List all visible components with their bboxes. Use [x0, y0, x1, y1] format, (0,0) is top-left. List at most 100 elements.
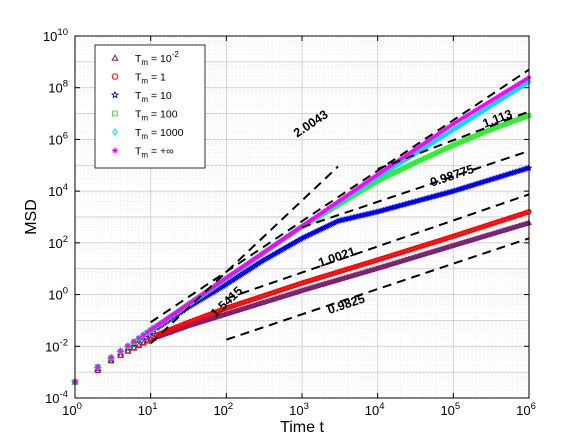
data-point [440, 132, 446, 140]
data-point [511, 88, 517, 95]
y-tick-label: 108 [48, 79, 68, 96]
data-point [485, 104, 491, 111]
legend-marker [112, 110, 118, 117]
data-point [423, 143, 428, 151]
legend-entry: Tm = +∞ [112, 146, 174, 160]
data-point [466, 116, 472, 123]
data-point [455, 123, 460, 131]
data-point [147, 334, 154, 341]
data-point [413, 150, 418, 157]
data-point [433, 137, 439, 144]
data-point [487, 103, 492, 110]
data-point [459, 121, 465, 128]
data-point [449, 127, 455, 134]
data-point [453, 124, 459, 132]
data-point [117, 348, 124, 354]
data-point [125, 343, 131, 349]
data-point [482, 106, 488, 113]
data-point [479, 108, 485, 115]
data-point [510, 89, 515, 96]
legend-entry: Tm = 1 [111, 72, 166, 86]
data-point [439, 133, 444, 141]
legend-label: Tm = 100 [135, 109, 178, 123]
data-point [501, 94, 507, 101]
data-point [430, 139, 436, 146]
series-5 [72, 75, 532, 385]
data-point [484, 105, 489, 112]
data-point [514, 86, 520, 93]
x-tick-label: 105 [440, 401, 460, 418]
data-point [504, 92, 510, 100]
data-point [471, 113, 476, 121]
data-point [495, 98, 501, 105]
data-point [421, 144, 427, 152]
data-point [424, 142, 430, 150]
guide-line [149, 165, 339, 345]
data-point [488, 102, 494, 110]
data-point [523, 80, 528, 88]
data-point [468, 115, 473, 122]
data-point [521, 81, 527, 89]
data-point [513, 87, 518, 94]
data-point [515, 85, 521, 92]
data-point [108, 354, 114, 361]
data-point [498, 96, 504, 103]
data-point [426, 141, 431, 149]
data-point [462, 119, 468, 126]
data-point [445, 130, 450, 137]
legend-marker [112, 147, 118, 154]
data-point [461, 120, 466, 127]
x-tick-label: 103 [289, 401, 309, 418]
x-axis-label: Time t [280, 419, 324, 436]
legend-marker [110, 90, 120, 99]
guide-line [301, 149, 530, 229]
data-point [474, 111, 479, 119]
data-point [502, 93, 508, 100]
data-point [478, 109, 483, 116]
data-point [481, 107, 486, 114]
data-point [436, 135, 442, 142]
data-point [95, 364, 101, 370]
data-point [472, 112, 478, 120]
data-point [427, 141, 433, 148]
x-tick-label: 100 [62, 401, 82, 418]
y-axis-label: MSD [23, 199, 40, 235]
data-point [458, 121, 463, 129]
data-point [505, 91, 511, 99]
data-point [463, 118, 469, 125]
guide-line [150, 68, 530, 324]
x-tick-label: 106 [516, 401, 536, 418]
data-point [497, 97, 502, 104]
data-point [429, 140, 434, 147]
legend-box [94, 44, 206, 169]
legend: Tm = 10-2 Tm = 1 Tm = 10 Tm = 100 Tm = 1000 T… [94, 44, 206, 169]
data-point [517, 84, 523, 91]
data-point [130, 344, 138, 351]
data-series [71, 75, 533, 386]
legend-marker [111, 73, 119, 80]
legend-label: Tm = 1000 [135, 127, 184, 141]
y-tick-label: 10-4 [45, 389, 68, 406]
data-point [151, 325, 157, 331]
data-point [520, 82, 525, 89]
data-point [456, 122, 462, 130]
data-point [147, 327, 154, 333]
y-tick-label: 106 [48, 130, 68, 147]
y-tick-label: 102 [48, 234, 68, 251]
data-point [443, 131, 449, 138]
guide-line [226, 237, 530, 341]
data-point [469, 114, 475, 121]
data-point [442, 131, 447, 139]
data-point [131, 338, 137, 345]
legend-label: Tm = 10-2 [135, 50, 179, 67]
data-point [518, 83, 524, 90]
x-tick-label: 104 [365, 401, 385, 418]
y-tick-label: 1010 [43, 27, 68, 44]
y-tick-label: 10-2 [45, 337, 68, 354]
legend-marker [112, 128, 118, 136]
data-point [414, 149, 420, 156]
data-point [476, 110, 482, 117]
legend-label: Tm = +∞ [135, 146, 174, 160]
data-point [507, 90, 512, 98]
